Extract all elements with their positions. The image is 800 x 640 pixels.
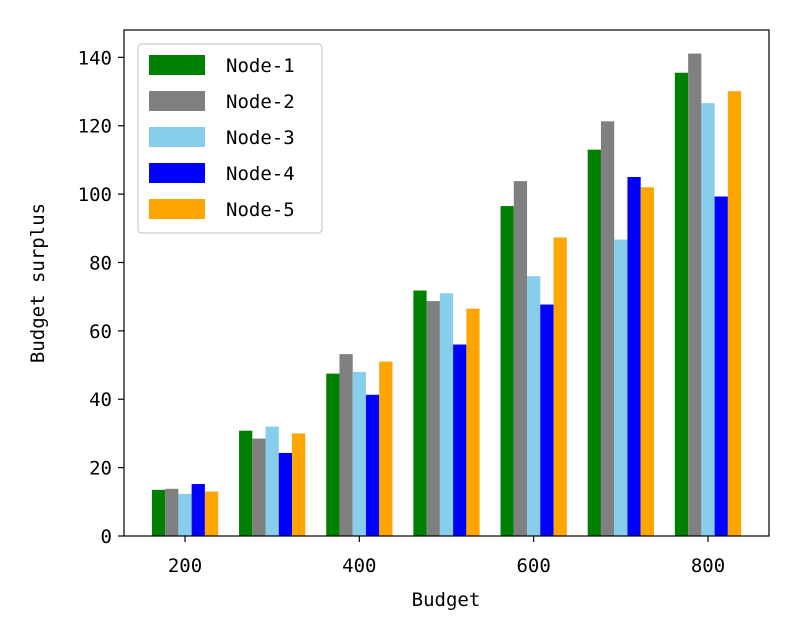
bar-node-2-400 [339, 354, 353, 536]
legend-label-node-1: Node-1 [226, 55, 295, 77]
bar-node-5-500 [466, 308, 480, 536]
bar-node-2-700 [600, 121, 615, 536]
bar-node-5-700 [640, 187, 654, 536]
x-tick-label: 800 [691, 555, 725, 577]
bars-layer [151, 53, 742, 537]
bar-node-2-200 [165, 488, 179, 536]
bar-node-4-500 [453, 344, 467, 536]
bar-node-1-700 [587, 149, 601, 536]
bar-node-5-300 [292, 433, 306, 536]
bar-node-5-200 [204, 491, 219, 536]
bar-node-2-800 [688, 53, 702, 537]
bar-node-4-700 [627, 177, 641, 536]
bar-node-2-600 [513, 181, 528, 536]
bar-node-3-200 [178, 493, 192, 536]
bar-node-1-800 [674, 72, 689, 537]
legend-label-node-4: Node-4 [226, 163, 295, 185]
bar-node-1-500 [413, 290, 427, 536]
bar-node-3-700 [614, 239, 628, 536]
y-tick-label: 120 [78, 116, 112, 138]
bar-node-2-300 [252, 438, 266, 536]
legend-swatch-node-3 [149, 127, 205, 147]
x-tick-label: 600 [516, 555, 550, 577]
x-axis-ticks: 200 400 600 800 [168, 536, 725, 577]
bar-node-5-600 [553, 237, 567, 536]
y-tick-label: 80 [89, 252, 112, 274]
plot-frame [123, 29, 770, 537]
legend-label-node-2: Node-2 [226, 91, 295, 113]
legend-swatch-node-4 [149, 163, 205, 183]
bar-node-3-500 [439, 293, 454, 536]
x-tick-label: 400 [342, 555, 376, 577]
bar-node-4-200 [191, 484, 205, 536]
legend-label-node-3: Node-3 [226, 127, 295, 149]
x-axis-label: Budget [412, 589, 481, 611]
y-axis-ticks: 0 20 40 60 80 100 120 140 [78, 47, 124, 548]
legend-swatch-node-1 [149, 55, 205, 75]
y-tick-label: 60 [89, 321, 112, 343]
bar-node-4-800 [714, 196, 728, 536]
bar-node-5-400 [379, 361, 393, 536]
y-axis-label: Budget surplus [27, 203, 49, 363]
bar-node-1-300 [239, 430, 253, 536]
y-tick-label: 100 [78, 184, 112, 206]
y-tick-label: 40 [89, 389, 112, 411]
legend: Node-1 Node-2 Node-3 Node-4 Node-5 [137, 43, 323, 234]
bar-node-4-300 [278, 452, 293, 536]
bar-node-3-400 [352, 371, 366, 536]
y-tick-label: 0 [101, 526, 112, 548]
bar-node-3-800 [701, 103, 715, 536]
bar-node-4-600 [540, 304, 554, 536]
bar-node-3-300 [265, 426, 279, 536]
bar-node-4-400 [365, 394, 380, 536]
x-tick-label: 200 [168, 555, 202, 577]
bar-node-1-600 [500, 206, 514, 536]
legend-swatch-node-2 [149, 91, 205, 111]
bar-node-5-800 [727, 91, 742, 536]
y-tick-label: 140 [78, 47, 112, 69]
bar-node-1-200 [151, 489, 166, 536]
legend-swatch-node-5 [149, 199, 205, 219]
legend-label-node-5: Node-5 [226, 199, 295, 221]
bar-node-1-400 [326, 373, 340, 536]
bar-node-3-600 [527, 276, 541, 536]
y-tick-label: 20 [89, 458, 112, 480]
bar-node-2-500 [426, 301, 440, 536]
